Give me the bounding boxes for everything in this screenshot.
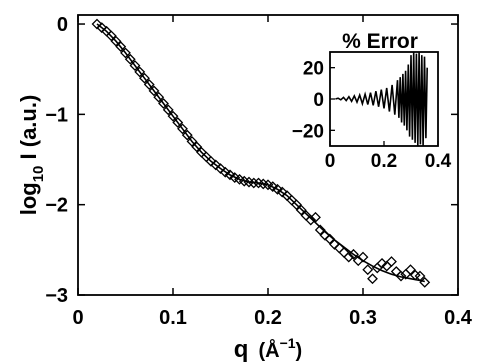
inset-x-tick-label: 0.2 [371, 151, 397, 172]
x-axis-exponent: −1 [280, 335, 296, 351]
data-point-marker [167, 110, 179, 122]
x-axis-angstrom: Å [265, 338, 279, 362]
data-point-marker [105, 30, 117, 42]
x-tick-label: 0.4 [444, 307, 473, 329]
data-point-marker [148, 85, 160, 97]
data-point-marker [139, 72, 150, 84]
data-point-marker [376, 257, 388, 269]
data-point-marker [348, 248, 359, 260]
data-point-marker [224, 169, 236, 181]
data-point-marker [191, 141, 203, 153]
data-point-marker [143, 79, 155, 90]
y-tick-label: −3 [45, 285, 68, 307]
data-point-marker [319, 229, 331, 241]
main-tick-labels: 0 0.1 0.2 0.3 0.4 −3 −2 −1 0 [45, 14, 473, 329]
y-axis-base: 10 [30, 166, 47, 183]
data-point-marker [172, 117, 184, 128]
inset-axis-ticks [329, 67, 439, 146]
x-axis-paren-open: ( [258, 340, 265, 362]
y-axis-log: log [16, 182, 41, 215]
data-point-marker [134, 66, 146, 78]
data-point-marker [291, 199, 302, 211]
data-point-marker [210, 159, 222, 171]
data-point-marker [115, 41, 127, 53]
inset-series [335, 51, 428, 147]
data-point-marker [129, 60, 141, 71]
data-point-marker [267, 181, 279, 193]
inset-x-tick-label: 0.4 [425, 151, 452, 172]
data-point-marker [295, 204, 307, 216]
data-point-marker [205, 155, 217, 167]
data-point-marker [124, 53, 136, 65]
main-axis-ticks [77, 15, 459, 296]
y-axis-title: log10 I (a.u.) [16, 95, 47, 216]
data-point-marker [91, 18, 103, 30]
data-point-marker [395, 270, 407, 282]
data-point-marker [248, 177, 260, 189]
inset-y-tick-label: 0 [313, 90, 324, 111]
inset-x-tick-label: 0 [325, 151, 336, 172]
x-axis-paren-close: ) [296, 340, 303, 362]
data-point-marker [158, 98, 169, 109]
data-point-marker [110, 35, 122, 47]
x-tick-label: 0 [72, 307, 83, 329]
data-point-marker [272, 183, 283, 195]
data-point-marker [186, 136, 198, 147]
error-line [335, 51, 428, 147]
y-tick-label: −2 [45, 195, 68, 217]
data-point-marker [305, 214, 317, 226]
data-point-marker [181, 129, 193, 141]
x-axis-q: q [234, 336, 249, 363]
inset-y-tick-label: 20 [303, 59, 324, 80]
data-point-marker [276, 186, 288, 198]
x-tick-label: 0.2 [254, 307, 282, 329]
data-point-marker [386, 256, 397, 267]
data-point-marker [219, 166, 231, 178]
inset-title: % Error [342, 30, 418, 53]
y-tick-label: −1 [45, 104, 68, 126]
inset-y-tick-label: −20 [292, 121, 324, 142]
data-point-marker [177, 123, 188, 135]
data-point-marker [405, 264, 416, 276]
data-point-marker [215, 163, 226, 174]
x-tick-label: 0.3 [349, 307, 377, 329]
y-tick-label: 0 [57, 14, 68, 36]
data-point-marker [357, 251, 369, 263]
data-point-marker [329, 239, 340, 250]
data-point-marker [343, 251, 355, 263]
x-axis-title: q (Å−1) [234, 335, 302, 363]
data-point-marker [419, 276, 431, 288]
data-point-marker [310, 211, 321, 223]
data-point-marker [367, 273, 378, 285]
data-point-marker [120, 47, 131, 59]
x-tick-label: 0.1 [159, 307, 187, 329]
data-point-marker [162, 104, 174, 116]
data-point-marker [362, 264, 374, 276]
y-axis-rest: I (a.u.) [16, 95, 41, 166]
data-point-marker [414, 270, 426, 282]
data-point-marker [314, 224, 326, 236]
data-point-marker [324, 233, 336, 245]
data-point-marker [153, 91, 165, 103]
data-point-marker [96, 22, 108, 34]
main-series [91, 18, 431, 288]
